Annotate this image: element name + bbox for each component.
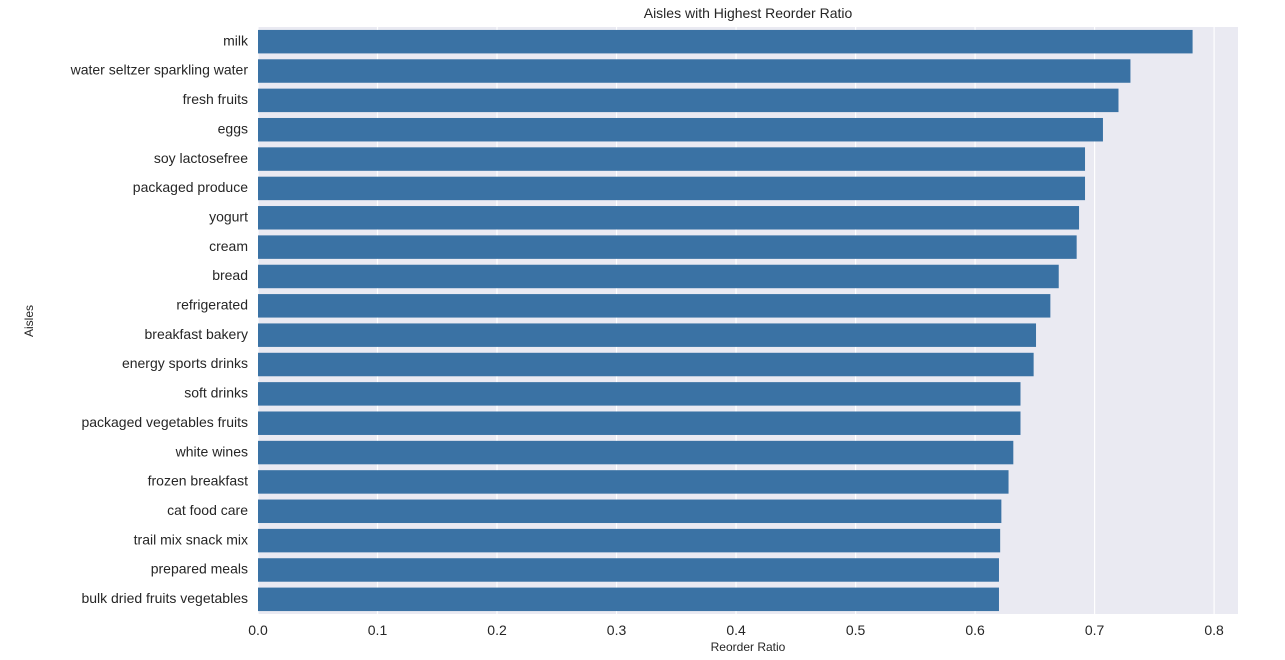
x-tick-label: 0.1 xyxy=(368,622,388,638)
bar xyxy=(258,235,1077,259)
y-tick-label: white wines xyxy=(175,443,248,459)
y-tick-label: breakfast bakery xyxy=(145,326,249,342)
y-tick-label: frozen breakfast xyxy=(148,473,248,489)
y-tick-label: soy lactosefree xyxy=(154,150,248,166)
x-tick-label: 0.0 xyxy=(248,622,268,638)
x-axis-title: Reorder Ratio xyxy=(710,640,786,654)
bar xyxy=(258,382,1021,406)
y-tick-label: energy sports drinks xyxy=(122,355,248,371)
bar xyxy=(258,558,999,582)
bar xyxy=(258,323,1037,347)
bar xyxy=(258,352,1034,377)
bar xyxy=(258,440,1014,465)
y-tick-label: soft drinks xyxy=(184,385,248,401)
x-tick-label: 0.5 xyxy=(846,622,866,638)
y-tick-label: trail mix snack mix xyxy=(134,531,248,547)
plot-background xyxy=(258,27,1238,614)
y-tick-label: eggs xyxy=(218,120,248,136)
bar xyxy=(258,470,1009,494)
y-axis-title: Aisles xyxy=(22,304,36,338)
bar xyxy=(258,206,1080,230)
y-tick-label: prepared meals xyxy=(151,561,248,577)
bar xyxy=(258,176,1086,201)
bar xyxy=(258,499,1002,524)
y-tick-label: cat food care xyxy=(167,502,248,518)
y-tick-label: bulk dried fruits vegetables xyxy=(81,590,248,606)
bar xyxy=(258,411,1021,435)
chart-title: Aisles with Highest Reorder Ratio xyxy=(643,5,853,21)
x-tick-label: 0.3 xyxy=(607,622,627,638)
x-tick-label: 0.7 xyxy=(1085,622,1105,638)
x-tick-label: 0.2 xyxy=(487,622,507,638)
bar xyxy=(258,59,1131,83)
bar xyxy=(258,528,1001,553)
y-tick-label: yogurt xyxy=(209,208,248,224)
bar xyxy=(258,117,1103,142)
x-tick-label: 0.6 xyxy=(965,622,985,638)
y-tick-label: fresh fruits xyxy=(183,91,248,107)
y-tick-label: milk xyxy=(223,32,249,48)
bar xyxy=(258,88,1119,113)
y-tick-label: water seltzer sparkling water xyxy=(70,62,249,78)
x-tick-label: 0.4 xyxy=(726,622,746,638)
bar xyxy=(258,147,1086,171)
y-tick-label: bread xyxy=(212,267,248,283)
y-tick-label: packaged vegetables fruits xyxy=(81,414,248,430)
y-tick-label: packaged produce xyxy=(133,179,248,195)
bar xyxy=(258,264,1059,289)
bar xyxy=(258,294,1051,318)
bar xyxy=(258,587,999,612)
x-tick-label: 0.8 xyxy=(1204,622,1224,638)
y-tick-label: cream xyxy=(209,238,248,254)
y-tick-label: refrigerated xyxy=(176,297,248,313)
bar xyxy=(258,29,1193,54)
